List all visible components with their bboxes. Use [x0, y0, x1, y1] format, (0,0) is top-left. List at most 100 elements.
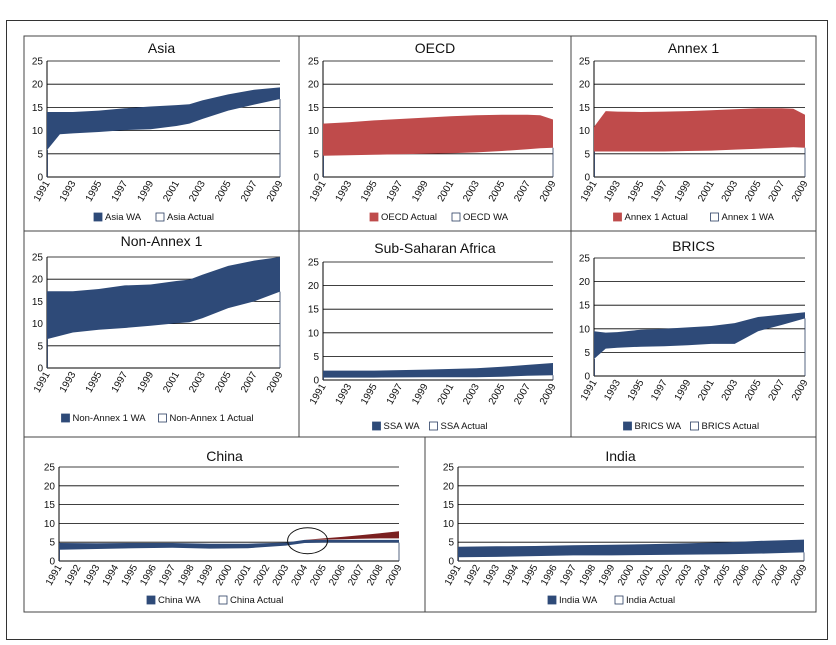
legend-label: Non-Annex 1 WA [73, 413, 147, 424]
x-tick-label: 1996 [539, 563, 560, 588]
y-tick-label: 0 [49, 557, 55, 568]
legend-swatch [710, 212, 719, 222]
legend-swatch [451, 212, 461, 222]
x-tick-label: 1991 [44, 563, 65, 588]
area-series-main [323, 114, 553, 156]
x-tick-label: 2009 [538, 382, 559, 407]
legend-label: OECD Actual [381, 212, 437, 223]
x-tick-label: 1992 [63, 563, 84, 588]
y-tick-label: 5 [37, 341, 43, 352]
x-tick-label: 2009 [384, 563, 405, 588]
x-tick-label: 2001 [233, 563, 254, 588]
x-tick-label: 1995 [120, 563, 141, 588]
area-series-main [59, 539, 399, 550]
legend-swatch [218, 595, 228, 605]
y-tick-label: 20 [443, 481, 455, 492]
y-tick-label: 20 [308, 281, 320, 292]
x-tick-label: 1997 [649, 378, 670, 403]
legend-swatch [369, 212, 379, 222]
highlight-ellipse [287, 527, 329, 555]
legend-label: BRICS Actual [702, 421, 760, 432]
legend-label: SSA Actual [441, 421, 488, 432]
y-tick-label: 5 [313, 352, 319, 363]
x-tick-label: 2007 [512, 179, 533, 204]
y-tick-label: 20 [308, 80, 320, 91]
legend-swatch [155, 212, 165, 222]
area-series-actual [304, 531, 399, 540]
legend-label: Annex 1 WA [722, 212, 775, 223]
x-tick-label: 1994 [101, 563, 122, 588]
chart-china: China05101520251991199219931994199519961… [23, 436, 426, 613]
x-tick-label: 1996 [138, 563, 159, 588]
legend-swatch [61, 413, 70, 423]
area-series-main [47, 257, 280, 340]
x-tick-label: 2005 [308, 563, 329, 588]
x-tick-label: 1997 [385, 179, 406, 204]
y-tick-label: 25 [579, 254, 591, 265]
x-tick-label: 1993 [481, 563, 502, 588]
y-tick-label: 5 [49, 538, 55, 549]
x-tick-label: 1999 [195, 563, 216, 588]
chart-title: India [605, 448, 636, 464]
x-tick-label: 1991 [579, 179, 600, 204]
y-tick-label: 20 [44, 481, 56, 492]
legend-swatch [146, 595, 156, 605]
x-tick-label: 2002 [252, 563, 273, 588]
x-tick-label: 2005 [712, 563, 733, 588]
y-tick-label: 10 [579, 126, 591, 137]
x-tick-label: 2001 [696, 378, 717, 403]
legend-swatch [429, 421, 438, 431]
legend-label: India WA [559, 595, 598, 606]
chart-ssa: Sub-Saharan Africa 0 5 10 15 20 25 1991 1993 1995… [298, 230, 572, 438]
x-tick-label: 1995 [84, 370, 105, 395]
legend-swatch [158, 413, 167, 423]
x-tick-label: 1994 [501, 563, 522, 588]
y-tick-label: 10 [32, 319, 44, 330]
chart-title: Sub-Saharan Africa [374, 240, 496, 256]
x-tick-label: 1993 [334, 382, 355, 407]
x-tick-label: 2009 [265, 370, 286, 395]
x-tick-label: 1995 [84, 179, 105, 204]
y-tick-label: 10 [32, 126, 44, 137]
x-tick-label: 2009 [790, 378, 811, 403]
legend-label: China WA [158, 595, 201, 606]
y-tick-label: 0 [313, 173, 319, 184]
chart-title: Annex 1 [668, 40, 720, 56]
legend-label: SSA WA [384, 421, 421, 432]
x-tick-label: 2006 [327, 563, 348, 588]
x-tick-label: 2009 [538, 179, 559, 204]
area-series-main [594, 312, 805, 359]
y-tick-label: 25 [579, 57, 591, 68]
legend-swatch [93, 212, 103, 222]
x-tick-label: 1991 [308, 382, 329, 407]
x-tick-label: 2001 [161, 179, 182, 204]
x-tick-label: 2007 [512, 382, 533, 407]
y-tick-label: 20 [32, 275, 44, 286]
x-tick-label: 1995 [359, 179, 380, 204]
y-tick-label: 5 [313, 149, 319, 160]
x-tick-label: 2007 [767, 378, 788, 403]
legend-label: Asia Actual [167, 212, 214, 223]
y-tick-label: 5 [584, 348, 590, 359]
x-tick-label: 1993 [602, 179, 623, 204]
x-tick-label: 2004 [290, 563, 311, 588]
x-tick-label: 2001 [696, 179, 717, 204]
area-series-main [47, 87, 280, 151]
y-tick-label: 15 [308, 305, 320, 316]
legend-label: OECD WA [463, 212, 509, 223]
y-tick-label: 20 [579, 277, 591, 288]
x-tick-label: 1991 [308, 179, 329, 204]
x-tick-label: 1998 [578, 563, 599, 588]
x-tick-label: 2009 [790, 179, 811, 204]
area-series-main [458, 539, 804, 558]
y-tick-label: 20 [579, 80, 591, 91]
x-tick-label: 1991 [32, 370, 53, 395]
y-tick-label: 10 [44, 519, 56, 530]
x-tick-label: 1993 [334, 179, 355, 204]
chart-title: Asia [148, 40, 175, 56]
x-tick-label: 1997 [110, 370, 131, 395]
